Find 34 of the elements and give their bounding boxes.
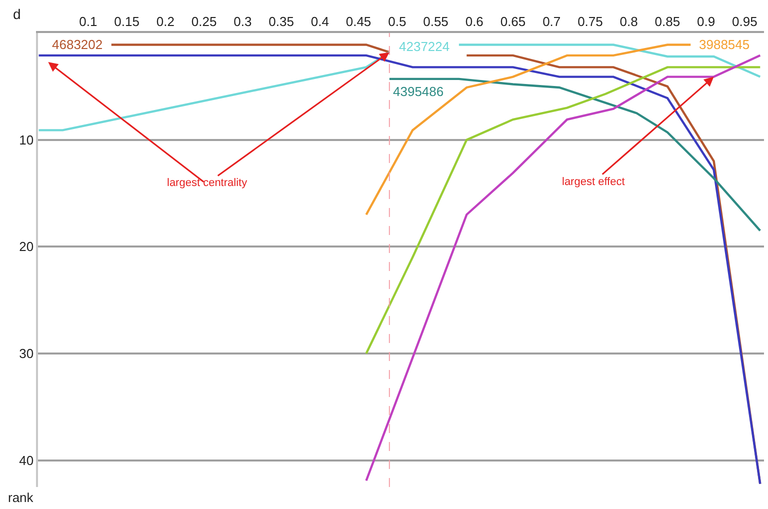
annotation: largest centrality <box>167 177 248 189</box>
y-tick-label: 40 <box>19 452 34 468</box>
x-axis-title: d <box>13 6 21 22</box>
x-tick-label: 0.1 <box>79 14 98 29</box>
x-tick-label: 0.95 <box>732 14 758 29</box>
x-tick-label: 0.45 <box>346 14 372 29</box>
line-series <box>365 66 762 355</box>
series-label: 4683202 <box>52 37 103 52</box>
line-series <box>365 44 692 216</box>
x-tick-label: 0.7 <box>542 14 561 29</box>
y-axis-title: rank <box>8 490 34 505</box>
line-series <box>388 78 762 232</box>
x-tick-label: 0.65 <box>500 14 526 29</box>
y-tick-label: 20 <box>19 239 34 254</box>
x-tick-label: 0.8 <box>620 14 638 29</box>
x-tick-label: 0.9 <box>697 14 716 29</box>
x-tick-label: 0.5 <box>388 14 406 29</box>
x-tick-label: 0.55 <box>423 14 448 29</box>
series-label: 4395486 <box>393 84 444 99</box>
x-tick-label: 0.25 <box>191 14 217 29</box>
x-tick-label: 0.15 <box>114 14 140 29</box>
series-label: 4237224 <box>399 39 450 54</box>
x-tick-label: 0.4 <box>310 14 329 29</box>
line-series <box>365 54 762 482</box>
series-label: 3988545 <box>699 37 750 52</box>
x-tick-label: 0.2 <box>156 14 174 29</box>
annotation: largest effect <box>562 176 625 188</box>
y-tick-label: 30 <box>19 346 34 362</box>
x-tick-label: 0.75 <box>578 14 603 29</box>
x-tick-label: 0.35 <box>268 14 294 29</box>
x-tick-label: 0.85 <box>654 14 680 29</box>
x-tick-label: 0.3 <box>234 14 252 29</box>
x-tick-label: 0.6 <box>465 14 484 29</box>
y-tick-label: 10 <box>19 132 34 148</box>
